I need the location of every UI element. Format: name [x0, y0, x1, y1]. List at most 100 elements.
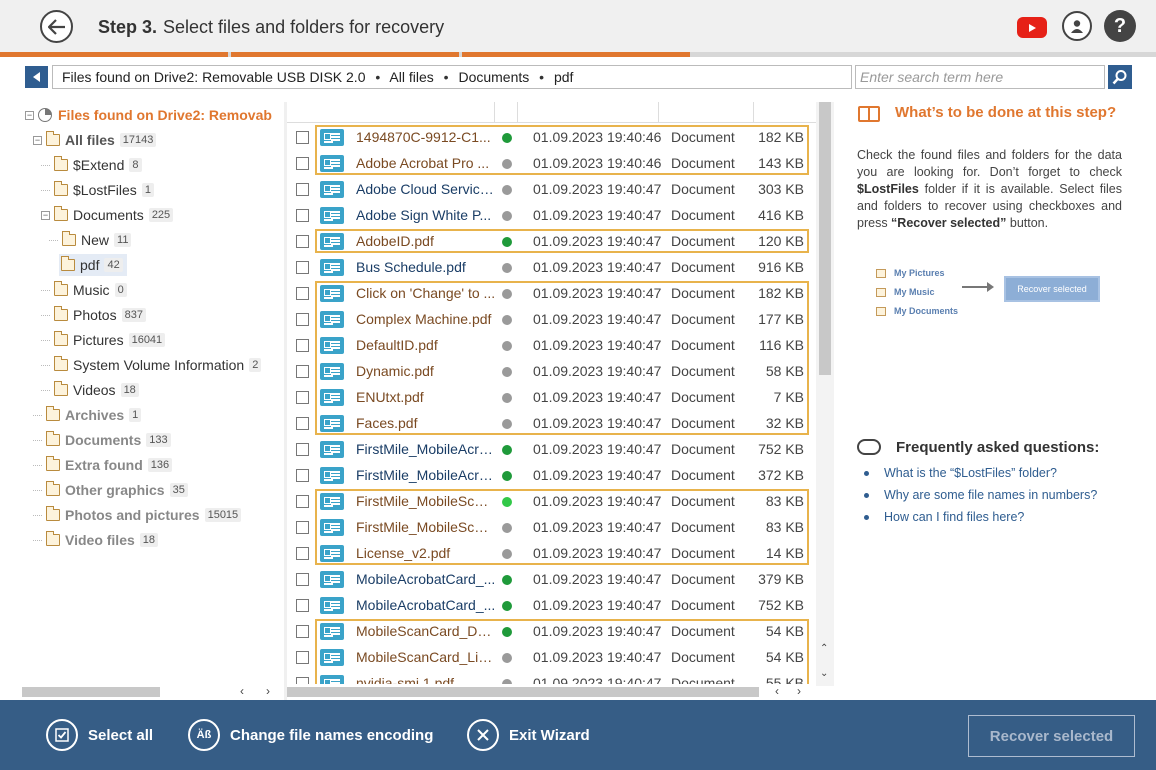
table-row[interactable]: 1494870C-9912-C1... 01.09.2023 19:40:46 Do…	[287, 124, 816, 150]
row-checkbox[interactable]	[296, 651, 309, 664]
row-checkbox[interactable]	[296, 417, 309, 430]
tree-item-other-graphics[interactable]: Other graphics 35	[33, 479, 188, 501]
row-checkbox[interactable]	[296, 521, 309, 534]
path-back-button[interactable]	[25, 66, 48, 88]
column-header-status[interactable]	[494, 102, 517, 123]
recover-selected-button[interactable]: Recover selected	[968, 715, 1135, 757]
faq-link[interactable]: What is the “$LostFiles” folder?	[864, 466, 1057, 480]
scroll-down-icon[interactable]: ⌄	[820, 668, 829, 679]
table-row[interactable]: nvidia-smi.1.pdf 01.09.2023 19:40:47 Docum…	[287, 670, 816, 684]
tree-item-photos[interactable]: Photos 837	[41, 304, 146, 326]
tree-item-video-files[interactable]: Video files 18	[33, 529, 159, 551]
scroll-up-icon[interactable]: ⌃	[820, 643, 829, 654]
table-row[interactable]: FirstMile_MobileAcro... 01.09.2023 19:40:…	[287, 436, 816, 462]
row-checkbox[interactable]	[296, 235, 309, 248]
row-checkbox[interactable]	[296, 287, 309, 300]
back-button[interactable]	[40, 10, 73, 43]
search-button[interactable]	[1108, 65, 1132, 89]
faq-link[interactable]: How can I find files here?	[864, 510, 1024, 524]
scroll-left-icon[interactable]: ‹	[240, 684, 244, 698]
tree-item-new[interactable]: New 11	[49, 229, 132, 251]
row-checkbox[interactable]	[296, 209, 309, 222]
row-checkbox[interactable]	[296, 183, 309, 196]
table-row[interactable]: License_v2.pdf 01.09.2023 19:40:47 Documen…	[287, 540, 816, 566]
table-row[interactable]: Adobe Cloud Service... 01.09.2023 19:40:4…	[287, 176, 816, 202]
table-row[interactable]: MobileScanCard_Dar... 01.09.2023 19:40:47…	[287, 618, 816, 644]
tree-horizontal-scrollbar[interactable]: ‹ ›	[22, 684, 284, 700]
table-row[interactable]: MobileScanCard_Lig... 01.09.2023 19:40:47…	[287, 644, 816, 670]
panel-splitter[interactable]	[284, 102, 287, 700]
collapse-icon[interactable]: −	[25, 109, 34, 120]
table-row[interactable]: AdobeID.pdf 01.09.2023 19:40:47 Document 12…	[287, 228, 816, 254]
table-row[interactable]: Adobe Sign White P... 01.09.2023 19:40:47…	[287, 202, 816, 228]
row-checkbox[interactable]	[296, 131, 309, 144]
exit-wizard-button[interactable]: Exit Wizard	[467, 719, 590, 751]
tree-item-photos-and-pictures[interactable]: Photos and pictures 15015	[33, 504, 242, 526]
breadcrumb-root[interactable]: Files found on Drive2: Removable USB DIS…	[62, 69, 366, 85]
table-row[interactable]: FirstMile_MobileScan... 01.09.2023 19:40:…	[287, 514, 816, 540]
select-all-button[interactable]: Select all	[46, 719, 153, 751]
collapse-icon[interactable]: −	[41, 209, 50, 220]
list-horizontal-scrollbar[interactable]: ‹ ›	[287, 684, 816, 700]
tree-item-pdf-selected[interactable]: pdf 42	[59, 254, 127, 276]
tree-root[interactable]: − Files found on Drive2: Removab	[25, 104, 272, 126]
list-vertical-scrollbar[interactable]: ⌃ ⌄	[816, 102, 834, 686]
change-encoding-button[interactable]: Äß Change file names encoding	[188, 719, 433, 751]
table-row[interactable]: MobileAcrobatCard_... 01.09.2023 19:40:47…	[287, 566, 816, 592]
scrollbar-thumb[interactable]	[819, 102, 831, 375]
table-row[interactable]: FirstMile_MobileAcro... 01.09.2023 19:40:…	[287, 462, 816, 488]
breadcrumb-all-files[interactable]: All files	[389, 69, 434, 85]
table-row[interactable]: FirstMile_MobileScan... 01.09.2023 19:40:…	[287, 488, 816, 514]
scroll-right-icon[interactable]: ›	[266, 684, 270, 698]
breadcrumb-documents[interactable]: Documents	[458, 69, 530, 85]
tree-item-documents[interactable]: − Documents 225	[41, 204, 174, 226]
table-row[interactable]: Bus Schedule.pdf 01.09.2023 19:40:47 Docum…	[287, 254, 816, 280]
table-row[interactable]: Faces.pdf 01.09.2023 19:40:47 Document 32 K…	[287, 410, 816, 436]
row-checkbox[interactable]	[296, 677, 309, 684]
faq-link-text[interactable]: What is the “$LostFiles” folder?	[884, 466, 1057, 480]
tree-item-extra-found[interactable]: Extra found 136	[33, 454, 173, 476]
faq-link-text[interactable]: Why are some file names in numbers?	[884, 488, 1098, 502]
row-checkbox[interactable]	[296, 157, 309, 170]
row-checkbox[interactable]	[296, 547, 309, 560]
row-checkbox[interactable]	[296, 443, 309, 456]
row-checkbox[interactable]	[296, 261, 309, 274]
table-row[interactable]: Adobe Acrobat Pro ... 01.09.2023 19:40:46…	[287, 150, 816, 176]
scrollbar-thumb[interactable]	[22, 687, 160, 697]
tree-item-all-files[interactable]: − All files 17143	[33, 129, 157, 151]
row-checkbox[interactable]	[296, 495, 309, 508]
row-checkbox[interactable]	[296, 391, 309, 404]
row-checkbox[interactable]	[296, 469, 309, 482]
row-checkbox[interactable]	[296, 625, 309, 638]
tree-item-archives[interactable]: Archives 1	[33, 404, 142, 426]
collapse-icon[interactable]: −	[33, 134, 42, 145]
youtube-icon[interactable]	[1017, 17, 1047, 38]
table-row[interactable]: Click on 'Change' to ... 01.09.2023 19:40…	[287, 280, 816, 306]
tree-item-documents-type[interactable]: Documents 133	[33, 429, 171, 451]
row-checkbox[interactable]	[296, 365, 309, 378]
breadcrumb-pdf[interactable]: pdf	[553, 69, 574, 85]
table-row[interactable]: Complex Machine.pdf 01.09.2023 19:40:47 Do…	[287, 306, 816, 332]
tree-item-system-volume-information[interactable]: System Volume Information 2	[41, 354, 262, 376]
column-header-type[interactable]	[658, 102, 753, 123]
table-row[interactable]: MobileAcrobatCard_... 01.09.2023 19:40:47…	[287, 592, 816, 618]
table-row[interactable]: DefaultID.pdf 01.09.2023 19:40:47 Document…	[287, 332, 816, 358]
tree-item-lostfiles[interactable]: $LostFiles 1	[41, 179, 154, 201]
row-checkbox[interactable]	[296, 599, 309, 612]
tree-item-videos[interactable]: Videos 18	[41, 379, 139, 401]
search-input[interactable]: Enter search term here	[855, 65, 1105, 89]
column-header-size[interactable]	[753, 102, 816, 123]
faq-link-text[interactable]: How can I find files here?	[884, 510, 1025, 524]
row-checkbox[interactable]	[296, 313, 309, 326]
row-checkbox[interactable]	[296, 573, 309, 586]
account-button[interactable]	[1062, 11, 1092, 41]
scroll-left-icon[interactable]: ‹	[775, 684, 779, 698]
scroll-right-icon[interactable]: ›	[797, 684, 801, 698]
faq-link[interactable]: Why are some file names in numbers?	[864, 488, 1097, 502]
tree-item-music[interactable]: Music 0	[41, 279, 127, 301]
scrollbar-thumb[interactable]	[287, 687, 759, 697]
row-checkbox[interactable]	[296, 339, 309, 352]
table-row[interactable]: ENUtxt.pdf 01.09.2023 19:40:47 Document 7 K…	[287, 384, 816, 410]
help-button[interactable]: ?	[1104, 10, 1136, 42]
table-row[interactable]: Dynamic.pdf 01.09.2023 19:40:47 Document 58…	[287, 358, 816, 384]
